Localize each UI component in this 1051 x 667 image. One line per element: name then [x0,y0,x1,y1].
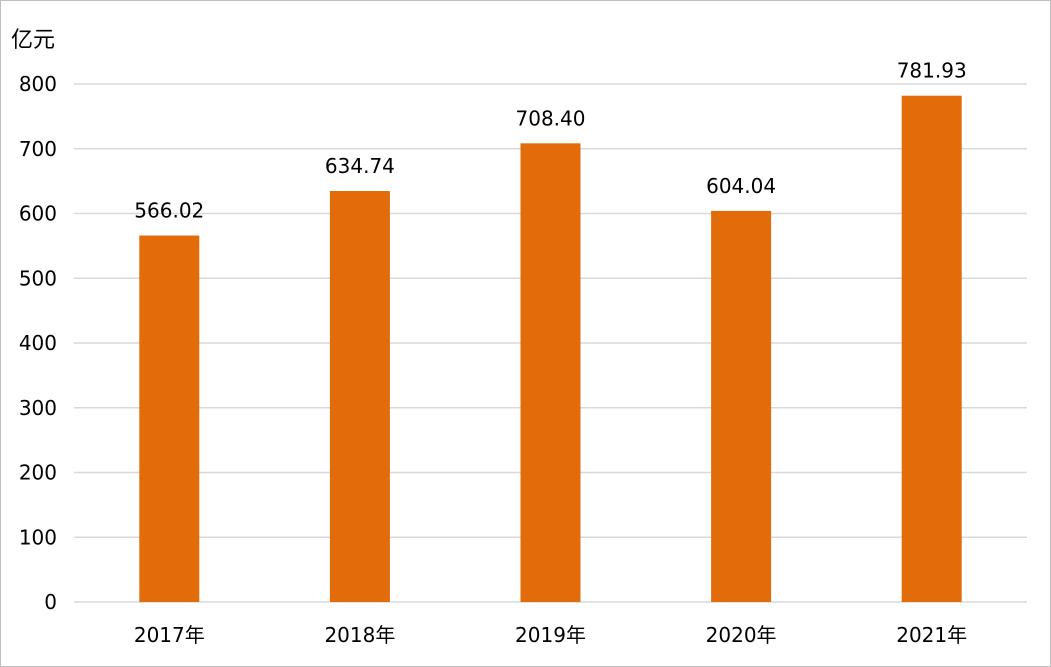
y-tick-label: 500 [19,266,57,290]
data-labels: 566.02 634.74 708.40 604.04 781.93 [134,59,966,223]
y-axis-unit-label: 亿元 [11,28,55,53]
bar-3 [520,143,581,602]
bar-4 [711,210,772,602]
y-tick-label: 300 [19,396,57,420]
y-tick-label: 100 [19,525,57,549]
x-tick-label: 2020年 [706,623,777,647]
x-tick-label: 2021年 [896,623,967,647]
bars [139,95,962,603]
y-tick-label: 200 [19,461,57,485]
data-label: 781.93 [897,59,967,83]
y-tick-label: 400 [19,331,57,355]
data-label: 634.74 [325,154,395,178]
bar-5 [901,95,962,603]
y-tick-label: 600 [19,202,57,226]
bar-2 [329,191,390,602]
y-tick-label: 0 [44,590,57,614]
y-axis-tick-labels: 0 100 200 300 400 500 600 700 800 [19,72,57,614]
data-label: 604.04 [706,174,776,198]
x-tick-label: 2017年 [134,623,205,647]
x-tick-label: 2019年 [515,623,586,647]
data-label: 708.40 [516,106,586,130]
x-tick-label: 2018年 [324,623,395,647]
data-label: 566.02 [134,199,204,223]
y-tick-label: 800 [19,72,57,96]
x-axis-tick-labels: 2017年 2018年 2019年 2020年 2021年 [134,623,967,647]
y-tick-label: 700 [19,137,57,161]
bar-1 [139,235,200,602]
